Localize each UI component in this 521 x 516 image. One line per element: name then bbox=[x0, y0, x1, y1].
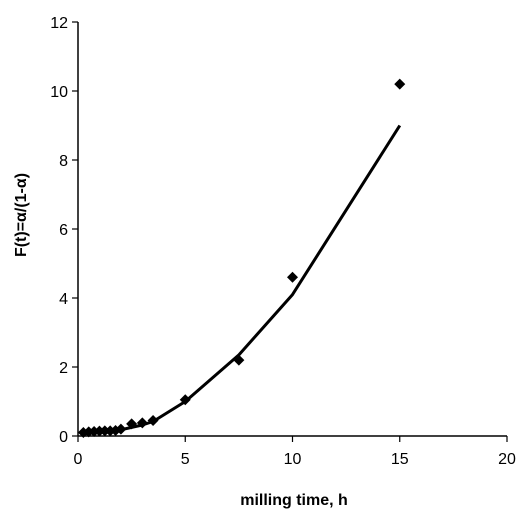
y-axis-title: F(t)=α/(1-α) bbox=[13, 173, 30, 257]
x-tick-label: 15 bbox=[391, 451, 409, 468]
y-tick-label: 8 bbox=[59, 153, 68, 170]
y-tick-label: 0 bbox=[59, 429, 68, 446]
y-tick-label: 12 bbox=[50, 15, 68, 32]
data-point-diamond bbox=[233, 354, 245, 366]
fit-line bbox=[83, 124, 402, 436]
axes bbox=[77, 22, 507, 437]
x-tick-label: 5 bbox=[181, 451, 190, 468]
data-point-diamond bbox=[394, 78, 406, 90]
data-point-diamond bbox=[136, 417, 148, 429]
data-point-diamond bbox=[147, 414, 159, 426]
y-tick-label: 4 bbox=[59, 291, 68, 308]
data-point-diamond bbox=[287, 271, 298, 283]
y-tick-label: 10 bbox=[50, 84, 68, 101]
y-tick-label: 2 bbox=[59, 360, 68, 377]
data-point-diamond bbox=[179, 394, 191, 406]
ticks: 0 2 4 6 8 10 12 0 5 10 15 20 bbox=[50, 15, 516, 468]
data-point-diamond bbox=[115, 423, 127, 435]
x-tick-label: 0 bbox=[74, 451, 83, 468]
x-tick-label: 10 bbox=[284, 451, 302, 468]
data-point-diamond bbox=[126, 418, 138, 430]
series-layer bbox=[77, 78, 406, 439]
y-tick-label: 6 bbox=[59, 222, 68, 239]
x-axis-title: milling time, h bbox=[240, 492, 348, 509]
x-tick-label: 20 bbox=[498, 451, 516, 468]
